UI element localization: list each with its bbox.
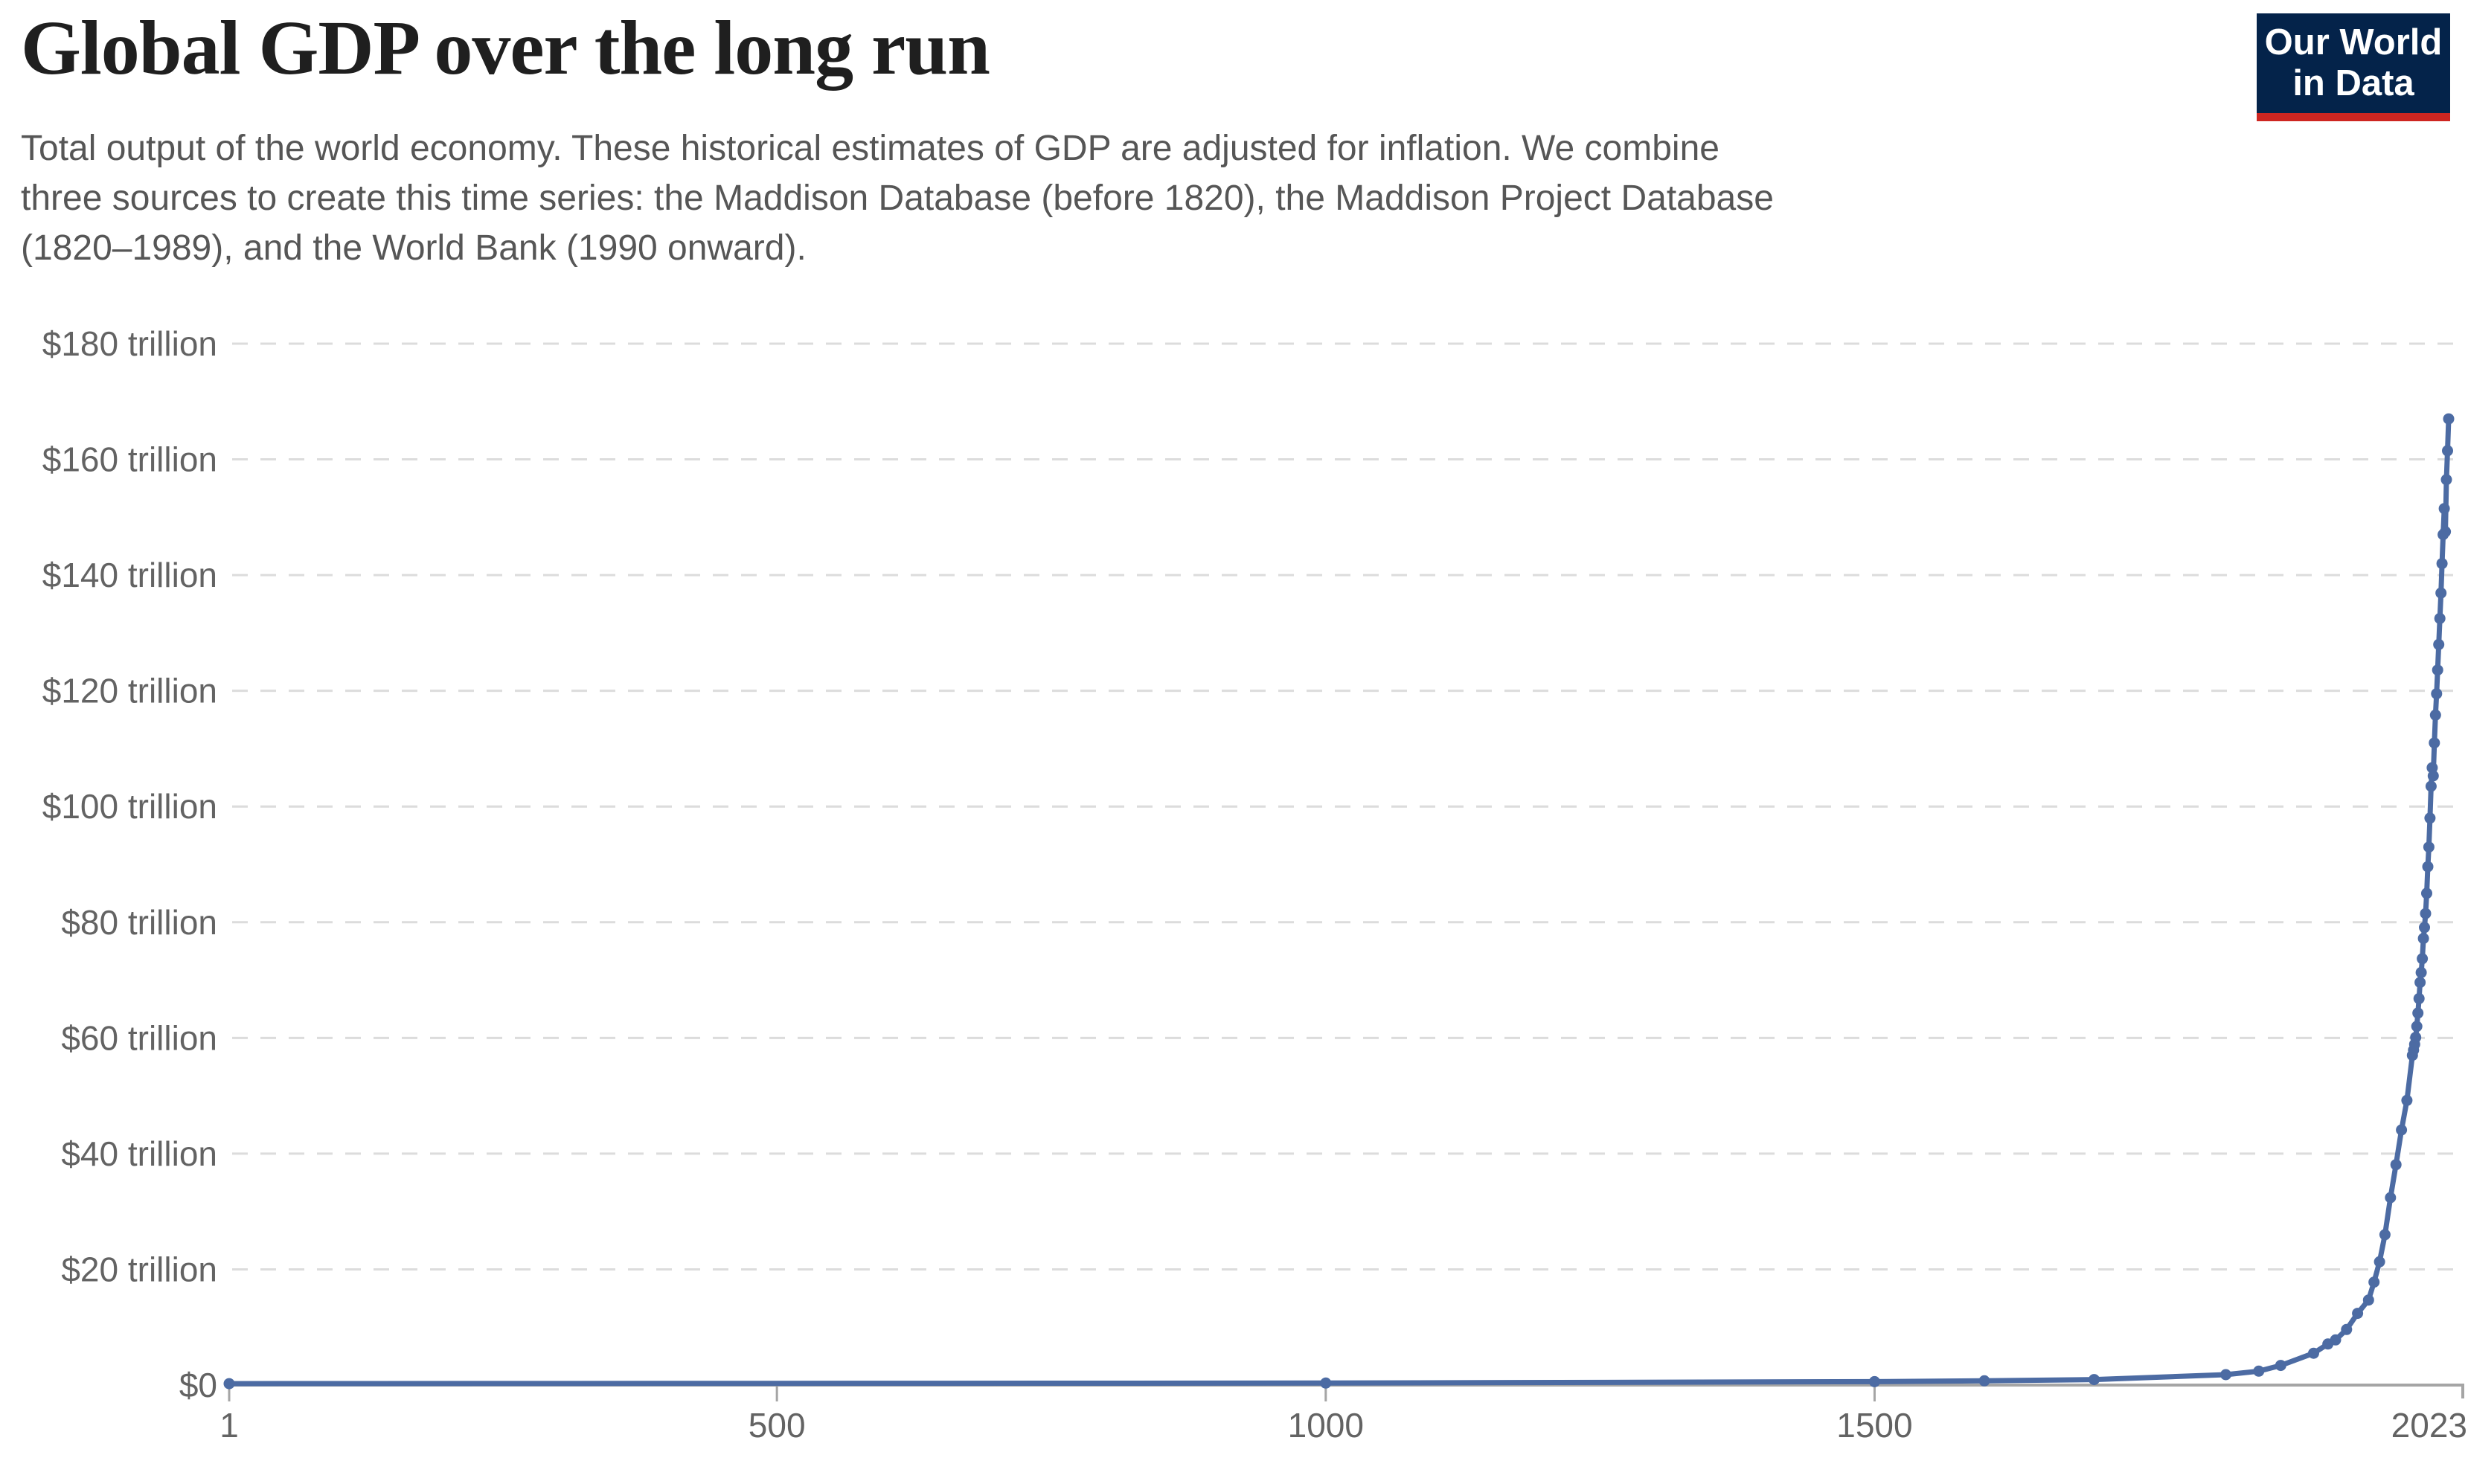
data-point[interactable] [2368,1276,2380,1288]
data-point[interactable] [2362,1294,2374,1306]
x-axis-label: 500 [749,1406,806,1445]
axis-baseline [229,1384,2464,1398]
data-point[interactable] [2341,1323,2353,1335]
data-point[interactable] [2421,887,2432,899]
y-axis-label: $140 trillion [42,556,217,594]
data-point[interactable] [2427,770,2439,782]
data-point[interactable] [2401,1094,2413,1106]
data-point[interactable] [2423,841,2435,853]
y-axis-label: $60 trillion [61,1018,217,1057]
data-point[interactable] [2436,558,2448,570]
x-axis-label: 1500 [1836,1406,1912,1445]
data-point[interactable] [2435,587,2447,599]
owid-logo[interactable]: Our World in Data [2257,13,2450,121]
data-point[interactable] [2414,977,2426,989]
y-axis-label: $20 trillion [61,1250,217,1288]
data-point[interactable] [2379,1229,2391,1241]
y-axis-label: $120 trillion [42,672,217,710]
owid-logo-box: Our World in Data [2257,13,2450,113]
data-point[interactable] [1868,1375,1880,1387]
logo-accent-bar [2257,113,2450,121]
data-point[interactable] [2443,413,2455,425]
data-point[interactable] [2220,1369,2231,1381]
y-axis-label: $40 trillion [61,1134,217,1173]
data-point[interactable] [2330,1334,2342,1346]
y-axis-label: $80 trillion [61,903,217,942]
data-point[interactable] [2442,445,2453,457]
y-axis-label: $100 trillion [42,787,217,826]
data-point[interactable] [2429,709,2441,721]
data-point[interactable] [2390,1159,2402,1171]
subtitle-line: (1820–1989), and the World Bank (1990 on… [21,228,807,268]
data-point[interactable] [2431,688,2443,700]
data-point[interactable] [2415,966,2427,978]
data-point[interactable] [2419,922,2430,934]
y-axis-label: $0 [179,1366,217,1404]
data-point[interactable] [2426,762,2438,774]
data-point[interactable] [2440,526,2452,538]
y-axis-label: $160 trillion [42,440,217,479]
data-point[interactable] [2396,1124,2408,1136]
data-point[interactable] [2438,503,2450,515]
data-point[interactable] [2410,1032,2422,1044]
data-point[interactable] [2424,812,2436,824]
data-point[interactable] [2412,1007,2424,1019]
page-title: Global GDP over the long run [21,5,990,91]
data-point[interactable] [2308,1347,2319,1359]
data-point[interactable] [2089,1374,2100,1386]
chart-header: Global GDP over the long run Total outpu… [21,0,1774,273]
subtitle-line: three sources to create this time series… [21,179,1774,218]
data-point[interactable] [2417,933,2429,945]
data-point[interactable] [2417,953,2429,965]
data-point[interactable] [2352,1308,2364,1320]
data-point[interactable] [2429,737,2440,749]
logo-text-line2: in Data [2292,63,2414,103]
data-point[interactable] [2422,861,2434,873]
data-point[interactable] [2433,638,2445,650]
data-point[interactable] [2413,992,2425,1004]
x-axis-label: 2023 [2391,1406,2467,1445]
data-point[interactable] [2253,1365,2265,1377]
data-point[interactable] [2440,474,2452,486]
data-point[interactable] [2432,664,2443,676]
x-axis-label: 1 [219,1406,239,1445]
y-axis-label: $180 trillion [42,324,217,363]
data-point[interactable] [223,1378,235,1390]
data-point[interactable] [2420,908,2432,919]
data-point[interactable] [2425,780,2437,792]
data-point[interactable] [1978,1375,1990,1387]
gdp-line [226,416,2452,1387]
data-point[interactable] [2434,612,2446,624]
data-point[interactable] [2374,1256,2385,1268]
subtitle-line: Total output of the world economy. These… [21,129,1719,168]
data-point[interactable] [1320,1377,1332,1389]
logo-text-line1: Our World [2264,22,2443,62]
x-axis-label: 1000 [1288,1406,1364,1445]
data-point[interactable] [2411,1021,2423,1032]
data-point[interactable] [2275,1360,2286,1372]
data-point[interactable] [2385,1192,2397,1204]
chart-subtitle: Total output of the world economy. These… [21,123,1774,273]
